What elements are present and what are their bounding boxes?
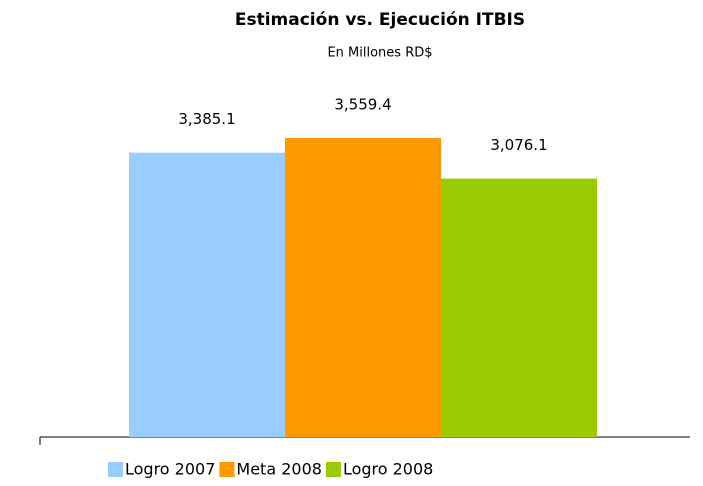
data-label: 3,076.1 <box>490 136 547 154</box>
legend-label: Meta 2008 <box>236 460 322 479</box>
legend-label: Logro 2007 <box>125 460 215 479</box>
legend-swatch <box>108 462 123 477</box>
chart-title: Estimación vs. Ejecución ITBIS <box>235 10 525 30</box>
data-label: 3,559.4 <box>334 96 391 114</box>
chart-subtitle: En Millones RD$ <box>327 46 432 61</box>
data-label: 3,385.1 <box>178 110 235 128</box>
legend-swatch <box>325 462 341 477</box>
legend-swatch <box>219 462 235 477</box>
bar <box>129 152 285 437</box>
bar <box>441 178 597 437</box>
bar <box>285 138 441 437</box>
legend-label: Logro 2008 <box>343 460 433 479</box>
